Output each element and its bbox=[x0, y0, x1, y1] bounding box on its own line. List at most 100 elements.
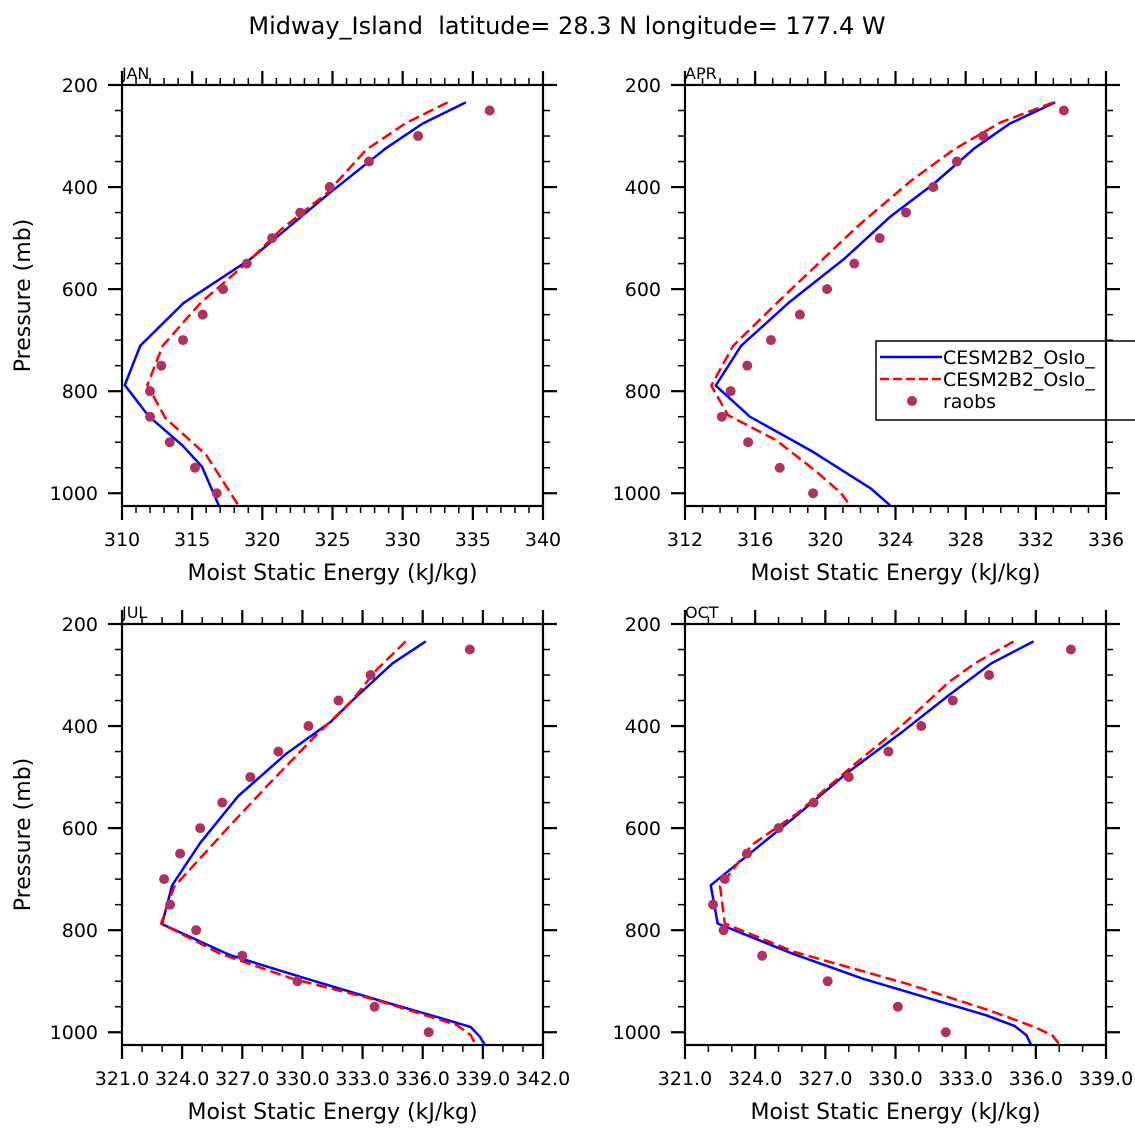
raobs-point bbox=[718, 925, 729, 936]
raobs-point bbox=[159, 874, 170, 885]
y-tick-label: 400 bbox=[625, 716, 661, 738]
y-tick-label: 600 bbox=[625, 279, 661, 301]
raobs-point bbox=[164, 437, 175, 448]
y-tick-label: 200 bbox=[62, 614, 98, 636]
x-tick-label: 310 bbox=[104, 529, 140, 551]
y-tick-label: 200 bbox=[625, 614, 661, 636]
plot-frame bbox=[120, 83, 545, 508]
figure-title: Midway_Island latitude= 28.3 N longitude… bbox=[248, 12, 885, 40]
raobs-point bbox=[808, 488, 819, 499]
legend-box bbox=[875, 340, 1135, 421]
raobs-point bbox=[363, 156, 374, 167]
raobs-point bbox=[978, 131, 989, 142]
raobs-point bbox=[237, 950, 248, 961]
y-tick-label: 400 bbox=[62, 177, 98, 199]
panel-apr: 312 316 320 324 328 332 336 200 400 600 800 1000 APR… bbox=[613, 64, 1135, 586]
raobs-point bbox=[423, 1027, 434, 1038]
raobs-point bbox=[742, 360, 753, 371]
y-tick-label: 600 bbox=[625, 818, 661, 840]
x-tick-label: 339.0 bbox=[1079, 1068, 1133, 1090]
legend-label: raobs bbox=[943, 391, 996, 413]
raobs-point bbox=[191, 925, 202, 936]
x-tick-label: 324.0 bbox=[155, 1068, 209, 1090]
x-tick-label: 335 bbox=[455, 529, 491, 551]
x-tick-label: 328 bbox=[948, 529, 984, 551]
y-tick-label: 400 bbox=[62, 716, 98, 738]
y-tick-label: 800 bbox=[625, 381, 661, 403]
raobs-point bbox=[916, 721, 927, 732]
x-tick-label: 342.0 bbox=[516, 1068, 570, 1090]
raobs-point bbox=[940, 1027, 951, 1038]
raobs-point bbox=[145, 386, 156, 397]
raobs-point bbox=[217, 797, 228, 808]
y-tick-label: 200 bbox=[62, 75, 98, 97]
raobs-point bbox=[843, 772, 854, 783]
model-solid-line bbox=[709, 640, 1035, 1045]
y-tick-label: 200 bbox=[625, 75, 661, 97]
raobs-point bbox=[413, 131, 424, 142]
y-tick-label: 800 bbox=[625, 920, 661, 942]
panel-title: OCT bbox=[685, 603, 719, 622]
raobs-point bbox=[719, 874, 730, 885]
x-axis-label: Moist Static Energy (kJ/kg) bbox=[187, 1100, 477, 1125]
x-axis-label: Moist Static Energy (kJ/kg) bbox=[750, 561, 1040, 586]
legend-label: CESM2B2_Oslo_ bbox=[943, 347, 1095, 369]
series-group bbox=[710, 101, 1069, 506]
raobs-point bbox=[773, 823, 784, 834]
raobs-point bbox=[822, 284, 833, 295]
y-tick-label: 1000 bbox=[613, 1022, 661, 1044]
raobs-point bbox=[324, 182, 335, 193]
x-tick-label: 324.0 bbox=[728, 1068, 782, 1090]
x-tick-label: 312 bbox=[667, 529, 703, 551]
raobs-point bbox=[741, 848, 752, 859]
raobs-point bbox=[273, 746, 284, 757]
raobs-point bbox=[303, 721, 314, 732]
raobs-point bbox=[156, 360, 167, 371]
panel-title: JAN bbox=[121, 64, 149, 83]
series-group bbox=[159, 640, 486, 1045]
x-tick-label: 330.0 bbox=[275, 1068, 329, 1090]
raobs-point bbox=[757, 950, 768, 961]
panel-oct: 321.0 324.0 327.0 330.0 333.0 336.0 339.0 200 40… bbox=[613, 603, 1134, 1125]
raobs-point bbox=[365, 670, 376, 681]
x-tick-label: 330.0 bbox=[868, 1068, 922, 1090]
raobs-point bbox=[1065, 644, 1076, 655]
raobs-point bbox=[716, 411, 727, 422]
plot-frame bbox=[120, 622, 545, 1047]
raobs-point bbox=[333, 695, 344, 706]
model-dashed-line bbox=[718, 640, 1061, 1045]
raobs-point bbox=[849, 258, 860, 269]
model-solid-line bbox=[714, 101, 1056, 506]
series-group bbox=[708, 640, 1076, 1045]
model-solid-line bbox=[160, 640, 486, 1045]
x-tick-label: 333.0 bbox=[335, 1068, 389, 1090]
raobs-point bbox=[743, 437, 754, 448]
raobs-point bbox=[874, 233, 885, 244]
x-tick-label: 327.0 bbox=[798, 1068, 852, 1090]
legend-marker bbox=[907, 396, 917, 406]
raobs-point bbox=[883, 746, 894, 757]
raobs-point bbox=[484, 105, 495, 116]
x-tick-label: 339.0 bbox=[456, 1068, 510, 1090]
model-dashed-line bbox=[146, 101, 449, 506]
raobs-point bbox=[725, 386, 736, 397]
x-tick-label: 320 bbox=[244, 529, 280, 551]
raobs-point bbox=[165, 899, 176, 910]
raobs-point bbox=[794, 309, 805, 320]
raobs-point bbox=[145, 411, 156, 422]
plot-frame bbox=[683, 622, 1108, 1047]
x-axis-label: Moist Static Energy (kJ/kg) bbox=[187, 561, 477, 586]
panel-jan: 310 315 320 325 330 335 340 200 400 600 800 1000 JAN… bbox=[11, 64, 561, 586]
y-axis-label: Pressure (mb) bbox=[11, 219, 36, 373]
raobs-point bbox=[947, 695, 958, 706]
x-tick-label: 336.0 bbox=[396, 1068, 450, 1090]
raobs-point bbox=[189, 462, 200, 473]
model-dashed-line bbox=[710, 101, 1054, 506]
x-tick-label: 321.0 bbox=[95, 1068, 149, 1090]
x-axis-label: Moist Static Energy (kJ/kg) bbox=[750, 1100, 1040, 1125]
y-tick-label: 1000 bbox=[613, 483, 661, 505]
legend-label: CESM2B2_Oslo_ bbox=[943, 369, 1095, 391]
x-tick-label: 316 bbox=[737, 529, 773, 551]
raobs-point bbox=[292, 976, 303, 987]
